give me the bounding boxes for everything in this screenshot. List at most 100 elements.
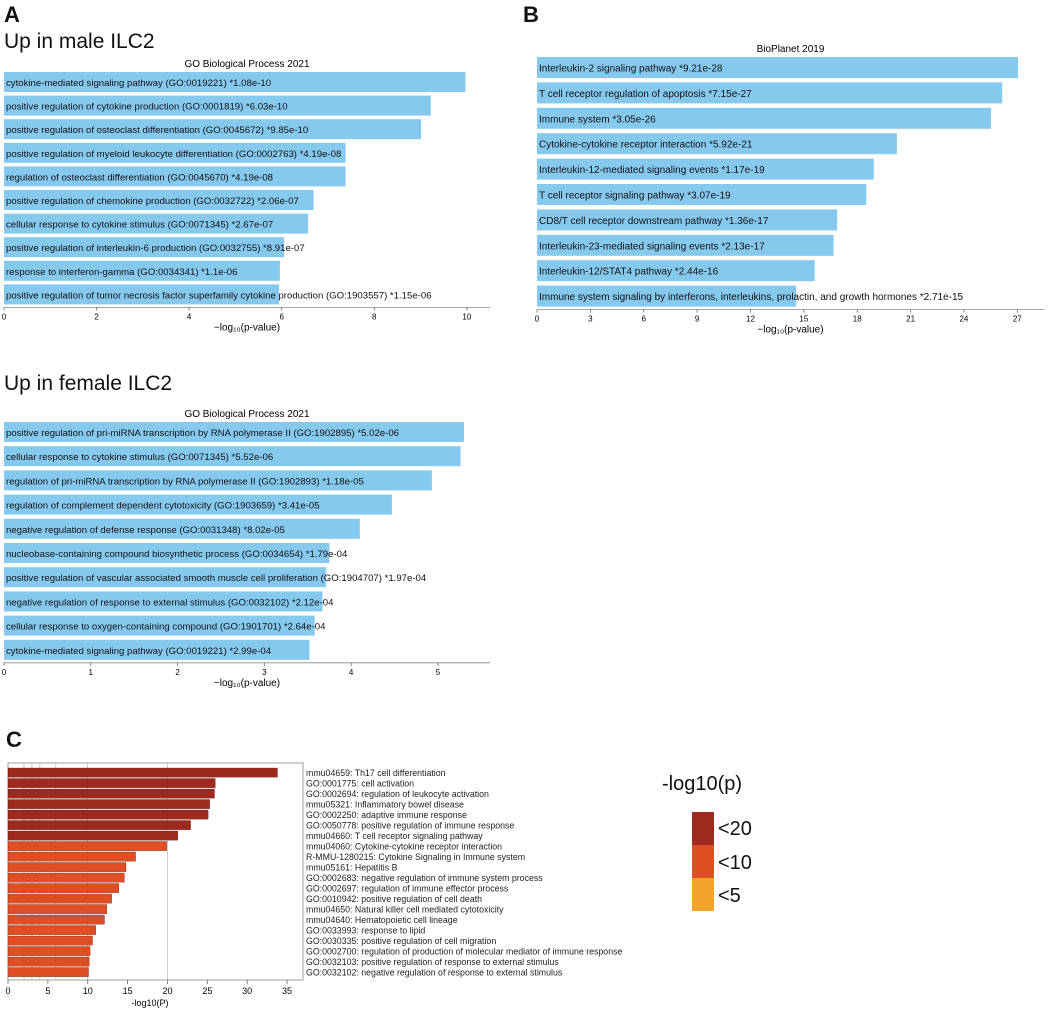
bar: [7, 862, 127, 872]
bar-label: Immune system *3.05e-26: [539, 114, 656, 125]
bar-label: response to interferon-gamma (GO:0034341…: [6, 267, 237, 278]
term-label: GO:0032103: positive regulation of respo…: [306, 957, 559, 967]
x-tick-label: 15: [799, 315, 808, 324]
bar-label: regulation of osteoclast differentiation…: [6, 172, 273, 183]
bar: [4, 422, 464, 442]
bar: [7, 767, 278, 778]
bar: [7, 925, 96, 935]
bar-label: regulation of complement dependent cytot…: [6, 501, 320, 512]
x-tick-label: 35: [282, 986, 292, 996]
bar-label: Interleukin-12/STAT4 pathway *2.44e-16: [539, 267, 719, 278]
term-label: mmu04640: Hematopoietic cell lineage: [306, 915, 458, 925]
term-label: GO:0002250: adaptive immune response: [306, 810, 467, 820]
bar: [4, 567, 326, 588]
term-label: mmu04650: Natural killer cell mediated c…: [306, 905, 504, 915]
chart-male-go-bp: GO Biological Process 2021 cytokine-media…: [2, 59, 490, 333]
term-label: GO:0033993: response to lipid: [306, 926, 425, 936]
x-tick-label: 10: [462, 312, 471, 321]
x-tick-label: 10: [83, 986, 93, 996]
bar: [4, 260, 280, 281]
x-tick-label: 2: [175, 668, 180, 677]
bar: [537, 234, 834, 256]
subtitle-female: Up in female ILC2: [4, 372, 173, 395]
bar: [4, 639, 310, 660]
x-tick-label: 21: [906, 315, 915, 324]
bar-label: positive regulation of tumor necrosis fa…: [6, 290, 432, 301]
bar: [4, 142, 346, 163]
bar: [537, 285, 797, 307]
bar: [7, 830, 178, 841]
bar: [4, 591, 323, 612]
bar-label: cellular response to oxygen-containing c…: [6, 622, 326, 633]
term-label: mmu05321: Inflammatory bowel disease: [306, 800, 464, 810]
legend-label-5: <5: [718, 885, 741, 907]
bar: [7, 872, 125, 883]
bar: [7, 788, 215, 799]
x-axis-label: −log₁₀(p-value): [757, 325, 823, 336]
bar: [7, 883, 119, 893]
term-label: R-MMU-1280215: Cytokine Signaling in Imm…: [306, 852, 525, 862]
bar: [7, 904, 108, 914]
x-axis-label: -log10(P): [131, 998, 168, 1008]
legend-swatch-20: [692, 812, 714, 845]
chart-title: GO Biological Process 2021: [184, 409, 310, 420]
x-tick-label: 0: [535, 315, 540, 324]
panel-label-c: C: [6, 727, 22, 752]
bar-label: Interleukin-12-mediated signaling events…: [539, 165, 765, 176]
bar-label: T cell receptor regulation of apoptosis …: [539, 89, 752, 100]
bar-label: cytokine-mediated signaling pathway (GO:…: [6, 78, 271, 89]
bar: [537, 82, 1003, 104]
bar: [7, 935, 93, 946]
bar: [7, 956, 90, 967]
x-tick-label: 3: [588, 315, 593, 324]
panel-label-a: A: [4, 2, 20, 27]
term-label: mmu04660: T cell receptor signaling path…: [306, 831, 483, 841]
legend-swatch-10: [692, 845, 714, 878]
bar: [4, 213, 309, 234]
bar: [7, 893, 112, 904]
legend-title: -log10(p): [662, 773, 743, 795]
bar: [537, 107, 991, 129]
chart-female-go-bp: GO Biological Process 2021 positive regul…: [2, 409, 490, 689]
term-label: GO:0002697: regulation of immune effecto…: [306, 884, 509, 894]
legend-swatch-5: [692, 878, 714, 911]
term-label: GO:0002683: negative regulation of immun…: [306, 873, 543, 883]
term-label: GO:0050778: positive regulation of immun…: [306, 821, 514, 831]
bar: [7, 799, 210, 809]
term-label: GO:0002700: regulation of production of …: [306, 947, 622, 957]
term-label: GO:0002694: regulation of leukocyte acti…: [306, 789, 489, 799]
chart-title: BioPlanet 2019: [757, 44, 825, 55]
x-axis-label: −log₁₀(p-value): [214, 678, 280, 689]
bar: [537, 209, 838, 231]
bar: [7, 841, 167, 851]
bar: [4, 166, 346, 187]
chart-metascape: mmu04659: Th17 cell differentiationGO:00…: [5, 762, 622, 1008]
panel-label-b: B: [523, 2, 539, 27]
x-axis-label: −log₁₀(p-value): [214, 322, 280, 333]
bar-label: Immune system signaling by interferons, …: [539, 292, 964, 303]
bar-label: Interleukin-2 signaling pathway *9.21e-2…: [539, 64, 723, 75]
bar: [4, 284, 279, 305]
term-label: GO:0030335: positive regulation of cell …: [306, 936, 496, 946]
subtitle-male: Up in male ILC2: [4, 30, 155, 53]
term-label: mmu04659: Th17 cell differentiation: [306, 768, 446, 778]
bar: [4, 470, 432, 491]
term-label: GO:0010942: positive regulation of cell …: [306, 894, 482, 904]
bar: [4, 190, 314, 210]
term-label: GO:0001775: cell activation: [306, 779, 414, 789]
x-tick-label: 12: [746, 315, 755, 324]
term-label: mmu04060: Cytokine-cytokine receptor int…: [306, 842, 502, 852]
bar: [7, 851, 136, 862]
x-tick-label: 30: [242, 986, 252, 996]
bar-label: positive regulation of myeloid leukocyte…: [6, 149, 341, 160]
x-tick-label: 15: [123, 986, 133, 996]
bar-label: Cytokine-cytokine receptor interaction *…: [539, 140, 753, 151]
x-tick-label: 0: [2, 312, 7, 321]
bar-label: cellular response to cytokine stimulus (…: [6, 452, 273, 463]
x-tick-label: 5: [436, 668, 441, 677]
bar: [7, 820, 191, 830]
bar-label: negative regulation of response to exter…: [6, 597, 334, 608]
chart-bioplanet: BioPlanet 2019 Interleukin-2 signaling pa…: [535, 44, 1044, 336]
bar: [537, 260, 815, 282]
bar: [7, 778, 216, 788]
